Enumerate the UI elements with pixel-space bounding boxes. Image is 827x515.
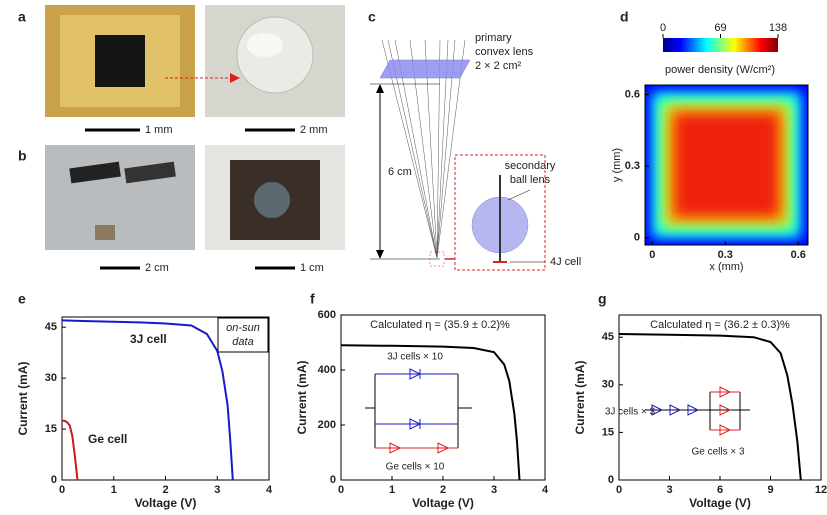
circuit-f [365, 369, 472, 453]
x-tick-label: 0 [616, 484, 622, 496]
lens-label: convex lens [475, 46, 534, 58]
series-label: 3J cell [130, 332, 167, 346]
x-axis-label: x (mm) [709, 261, 743, 273]
colorbar-tick-label: 0 [660, 22, 666, 34]
x-tick-label: 12 [815, 484, 827, 496]
ball-label: secondary [505, 160, 556, 172]
panel-label: e [18, 291, 26, 307]
panel-label: g [598, 291, 607, 307]
lens-label: primary [475, 32, 512, 44]
y-tick-label: 0 [608, 474, 614, 486]
panel-label: d [620, 9, 629, 25]
x-tick-label: 1 [111, 484, 117, 496]
scale-bar-label: 1 cm [300, 262, 324, 274]
y-axis-label: Current (mA) [573, 360, 587, 434]
y-axis-label: Current (mA) [16, 361, 30, 435]
x-tick-label: 3 [666, 484, 672, 496]
y-tick-label: 0 [634, 232, 640, 244]
panel-label: f [310, 291, 315, 307]
lens-label: 2 × 2 cm² [475, 60, 521, 72]
y-tick-label: 400 [318, 364, 336, 376]
circuit-g [645, 387, 750, 435]
heatmap-image [645, 85, 808, 245]
y-tick-label: 45 [602, 331, 614, 343]
distance-label: 6 cm [388, 166, 412, 178]
x-tick-label: 3 [214, 484, 220, 496]
y-tick-label: 0 [51, 474, 57, 486]
x-axis-label: Voltage (V) [412, 496, 474, 510]
y-tick-label: 200 [318, 419, 336, 431]
x-axis-label: Voltage (V) [689, 496, 751, 510]
x-tick-label: 0 [338, 484, 344, 496]
x-tick-label: 2 [162, 484, 168, 496]
panel-label: a [18, 9, 26, 25]
y-tick-label: 30 [45, 372, 57, 384]
x-tick-label: 1 [389, 484, 395, 496]
y-tick-label: 45 [45, 321, 57, 333]
colorbar-label: power density (W/cm²) [665, 64, 775, 76]
x-tick-label: 0 [649, 249, 655, 261]
scale-bar-label: 2 cm [145, 262, 169, 274]
y-axis-label: y (mm) [611, 148, 623, 182]
y-tick-label: 15 [602, 426, 614, 438]
colorbar [663, 38, 778, 52]
x-tick-label: 3 [491, 484, 497, 496]
photo-b [45, 145, 345, 268]
x-axis-label: Voltage (V) [135, 496, 197, 510]
y-tick-label: 0.3 [625, 160, 640, 172]
series-label: Ge cell [88, 432, 127, 446]
scale-bar-label: 2 mm [300, 124, 328, 136]
annotation: on-sun [226, 322, 260, 334]
colorbar-tick-label: 69 [714, 22, 726, 34]
colorbar-tick-label: 138 [769, 22, 787, 34]
efficiency-label: Calculated η = (35.9 ± 0.2)% [370, 319, 510, 331]
x-tick-label: 4 [266, 484, 273, 496]
y-tick-label: 0 [330, 474, 336, 486]
y-tick-label: 30 [602, 379, 614, 391]
x-tick-label: 2 [440, 484, 446, 496]
x-tick-label: 0.3 [718, 249, 733, 261]
panel-label: b [18, 148, 27, 164]
plot-frame [341, 315, 545, 480]
x-tick-label: 6 [717, 484, 723, 496]
y-tick-label: 15 [45, 423, 57, 435]
photo-a [45, 5, 345, 130]
annotation: data [232, 336, 253, 348]
figure: a 1 mm 2 mm b 2 cm 1 cm c primary convex… [0, 0, 827, 515]
circuit-label: 3J cells × 10 [387, 352, 443, 363]
panel-label: c [368, 9, 376, 25]
y-axis-label: Current (mA) [295, 360, 309, 434]
optics-schematic [370, 40, 545, 270]
x-tick-label: 9 [767, 484, 773, 496]
iv-curve [341, 345, 520, 480]
circuit-label: 3J cells × 3 [605, 407, 656, 418]
efficiency-label: Calculated η = (36.2 ± 0.3)% [650, 319, 790, 331]
circuit-label: Ge cells × 10 [386, 462, 445, 473]
x-tick-label: 0.6 [791, 249, 806, 261]
y-tick-label: 0.6 [625, 88, 640, 100]
y-tick-label: 600 [318, 309, 336, 321]
circuit-label: Ge cells × 3 [691, 447, 745, 458]
x-tick-label: 0 [59, 484, 65, 496]
scale-bar-label: 1 mm [145, 124, 173, 136]
ball-label: ball lens [510, 174, 551, 186]
cell-label: 4J cell [550, 256, 581, 268]
x-tick-label: 4 [542, 484, 549, 496]
